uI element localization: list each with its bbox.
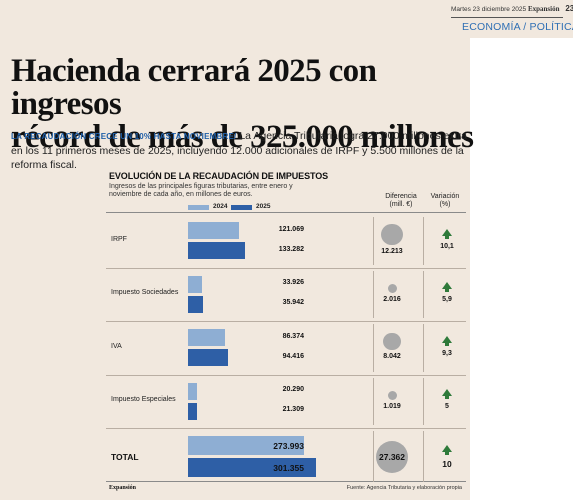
column-separator — [423, 431, 424, 482]
folio: Martes 23 diciembre 2025 Expansión 23 — [451, 4, 573, 13]
up-arrow-icon-stem — [445, 396, 449, 400]
up-arrow-icon — [442, 228, 452, 236]
up-arrow-icon-stem — [445, 235, 449, 239]
folio-rule — [451, 17, 563, 18]
up-arrow-icon — [442, 389, 452, 397]
tax-revenue-chart: EVOLUCIÓN DE LA RECAUDACIÓN DE IMPUESTOS… — [101, 168, 470, 495]
category-label: TOTAL — [111, 451, 139, 462]
column-separator — [423, 377, 424, 425]
column-separator — [373, 270, 374, 318]
difference-header: Diferencia (mill. €) — [385, 193, 417, 208]
legend-label-2024: 2024 — [213, 203, 228, 210]
lead-text: La Agencia Tributaria logra 27.000 millo… — [11, 130, 467, 171]
variation-value: 5,9 — [442, 296, 452, 304]
bar-value-2024: 33.926 — [282, 279, 304, 287]
column-separator — [423, 270, 424, 318]
difference-value: 12.213 — [381, 248, 403, 256]
chart-source: Fuente: Agencia Tributaria y elaboración… — [346, 485, 462, 491]
bar-2024 — [188, 329, 225, 347]
lead-kicker: La recaudación crece un 10% hasta noviem… — [11, 132, 237, 141]
bar-2025 — [188, 458, 316, 477]
bar-value-2024: 86.374 — [282, 332, 304, 340]
difference-value: 1.019 — [383, 402, 401, 410]
section-label: ECONOMÍA / POLÍTICA — [462, 21, 573, 33]
footer-rule — [106, 481, 466, 482]
bar-value-2025: 133.282 — [278, 245, 304, 253]
bar-2024 — [188, 275, 203, 293]
bar-value-2024: 273.993 — [273, 440, 304, 451]
row-separator — [106, 374, 466, 376]
bar-2024 — [188, 382, 197, 400]
folio-page-number: 23 — [565, 4, 573, 13]
column-separator — [373, 431, 374, 482]
difference-value: 27.362 — [379, 451, 405, 462]
difference-value: 8.042 — [383, 353, 401, 361]
chart-subtitle: Ingresos de las principales figuras trib… — [109, 183, 293, 198]
column-separator — [423, 217, 424, 265]
bar-2025 — [188, 242, 245, 260]
up-arrow-icon-stem — [445, 289, 449, 293]
column-separator — [373, 217, 374, 265]
right-margin — [470, 0, 573, 500]
difference-bubble — [387, 283, 397, 293]
bar-value-2025: 35.942 — [282, 299, 304, 307]
variation-value: 9,3 — [442, 349, 452, 357]
legend-swatch-2024 — [188, 205, 209, 210]
headline: Hacienda cerrará 2025 con ingresos récor… — [11, 55, 481, 154]
chart-title: EVOLUCIÓN DE LA RECAUDACIÓN DE IMPUESTOS — [109, 171, 329, 181]
bar-2025 — [188, 295, 204, 313]
category-label: Impuesto Sociedades — [111, 289, 179, 297]
headline-line-1: Hacienda cerrará 2025 con ingresos — [11, 53, 377, 122]
row-separator — [106, 267, 466, 269]
bar-value-2025: 94.416 — [282, 352, 304, 360]
column-separator — [373, 377, 374, 425]
up-arrow-icon-stem — [445, 342, 449, 346]
up-arrow-icon — [442, 444, 452, 452]
header-rule — [106, 212, 466, 213]
variation-value: 10 — [442, 458, 452, 469]
category-label: Impuesto Especiales — [111, 396, 176, 404]
bar-2024 — [188, 222, 240, 240]
row-separator — [106, 321, 466, 322]
up-arrow-icon — [442, 335, 452, 343]
bar-value-2024: 20.290 — [282, 386, 304, 394]
lead-paragraph: La recaudación crece un 10% hasta noviem… — [11, 129, 473, 172]
variation-value: 10,1 — [440, 242, 454, 250]
difference-bubble — [376, 440, 408, 473]
variation-value: 5 — [445, 403, 449, 411]
category-label: IVA — [111, 342, 122, 350]
column-separator — [373, 324, 374, 372]
difference-bubble — [381, 224, 403, 246]
difference-bubble — [387, 390, 397, 400]
bar-value-2025: 21.309 — [282, 406, 304, 414]
chart-brand: Expansión — [109, 485, 137, 491]
category-label: IRPF — [111, 235, 127, 243]
difference-value: 2.016 — [383, 295, 401, 303]
difference-bubble — [383, 333, 401, 351]
variation-header: Variación (%) — [430, 193, 460, 208]
legend-swatch-2025 — [231, 205, 252, 210]
folio-date: Martes 23 diciembre 2025 — [451, 6, 527, 13]
folio-strip — [446, 0, 573, 38]
row-separator — [106, 428, 466, 429]
headline-line-2: récord de más de 325.000 millones — [11, 119, 474, 155]
up-arrow-icon — [442, 282, 452, 290]
legend-label-2025: 2025 — [256, 203, 271, 210]
bar-value-2025: 301.355 — [273, 462, 304, 473]
up-arrow-icon-stem — [445, 451, 449, 455]
column-separator — [423, 324, 424, 372]
bar-value-2024: 121.069 — [278, 225, 304, 233]
bar-2024 — [188, 436, 305, 455]
bar-2025 — [188, 349, 229, 367]
folio-publication: Expansión — [527, 5, 560, 13]
bar-2025 — [188, 402, 198, 420]
